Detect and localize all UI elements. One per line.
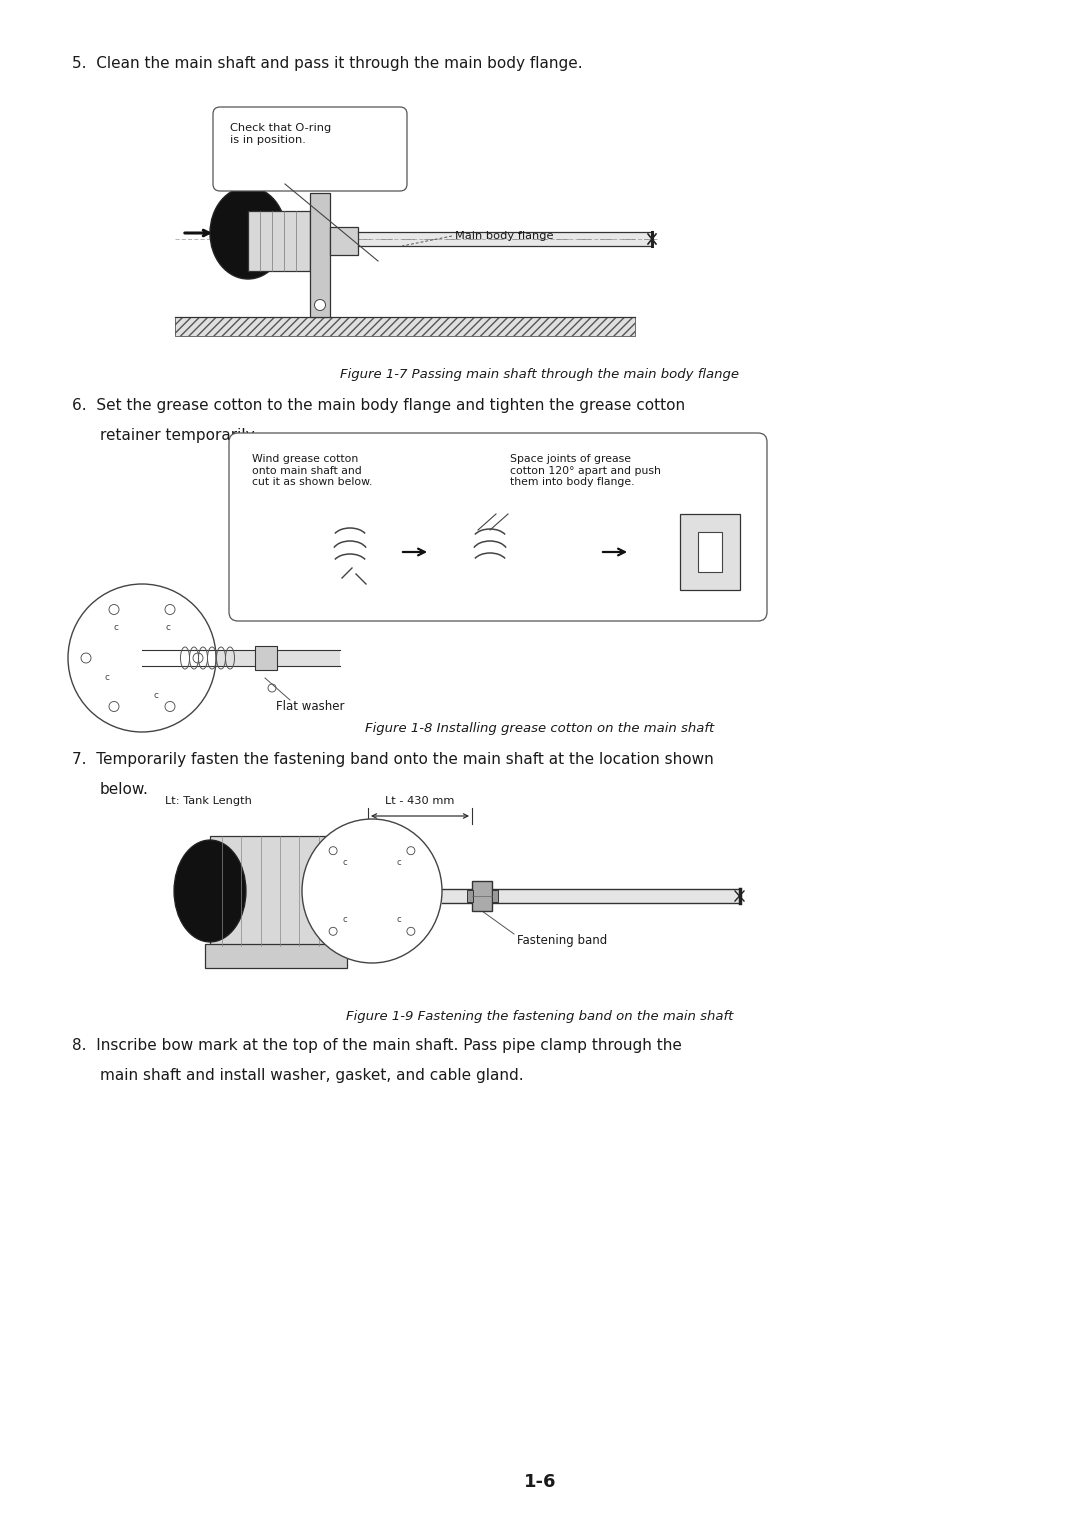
Bar [680, 514, 698, 591]
Text: c: c [396, 914, 401, 923]
Circle shape [407, 928, 415, 935]
Bar [723, 514, 740, 591]
Bar [472, 881, 492, 911]
Bar [340, 845, 348, 935]
Bar [141, 650, 340, 665]
Text: Space joints of grease
cotton 120° apart and push
them into body flange.: Space joints of grease cotton 120° apart… [510, 455, 661, 487]
Circle shape [193, 653, 203, 662]
Bar [310, 192, 330, 230]
Text: c: c [342, 914, 348, 923]
Bar [680, 514, 740, 591]
Circle shape [329, 928, 337, 935]
Text: below.: below. [100, 781, 149, 797]
Text: Check that O-ring
is in position.: Check that O-ring is in position. [230, 124, 332, 145]
Bar [680, 514, 698, 591]
Circle shape [165, 604, 175, 615]
Text: Wind grease cotton
onto main shaft and
cut it as shown below.: Wind grease cotton onto main shaft and c… [252, 455, 373, 487]
Text: 5.  Clean the main shaft and pass it through the main body flange.: 5. Clean the main shaft and pass it thro… [72, 56, 582, 72]
Text: c: c [396, 858, 401, 867]
Bar [205, 945, 347, 967]
Bar [467, 890, 473, 902]
Text: c: c [342, 858, 348, 867]
Text: Figure 1-9 Fastening the fastening band on the main shaft: Figure 1-9 Fastening the fastening band … [347, 1010, 733, 1022]
Bar [310, 192, 330, 230]
Text: 8.  Inscribe bow mark at the top of the main shaft. Pass pipe clamp through the: 8. Inscribe bow mark at the top of the m… [72, 1038, 681, 1053]
Text: Figure 1-8 Installing grease cotton on the main shaft: Figure 1-8 Installing grease cotton on t… [365, 722, 715, 736]
Circle shape [268, 684, 276, 691]
Text: c: c [113, 623, 119, 632]
Text: Fastening band: Fastening band [517, 934, 607, 948]
Text: 7.  Temporarily fasten the fastening band onto the main shaft at the location sh: 7. Temporarily fasten the fastening band… [72, 752, 714, 768]
Text: main shaft and install washer, gasket, and cable gland.: main shaft and install washer, gasket, a… [100, 1068, 524, 1083]
FancyBboxPatch shape [229, 433, 767, 621]
Bar [492, 890, 498, 902]
Bar [442, 890, 740, 903]
Bar [310, 192, 330, 317]
Bar [357, 232, 652, 246]
Bar [330, 227, 357, 255]
Bar [210, 836, 348, 946]
Text: Lt: Tank Length: Lt: Tank Length [165, 797, 252, 806]
Text: 6.  Set the grease cotton to the main body flange and tighten the grease cotton: 6. Set the grease cotton to the main bod… [72, 398, 685, 414]
Text: c: c [165, 623, 171, 632]
Circle shape [109, 604, 119, 615]
Text: Main body flange: Main body flange [455, 230, 554, 241]
Bar [248, 211, 310, 272]
Text: Figure 1-7 Passing main shaft through the main body flange: Figure 1-7 Passing main shaft through th… [340, 368, 740, 382]
Bar [698, 533, 723, 572]
Bar [255, 645, 276, 670]
Circle shape [165, 702, 175, 711]
Circle shape [314, 299, 325, 310]
Circle shape [81, 653, 91, 662]
FancyBboxPatch shape [213, 107, 407, 191]
Text: Lt - 430 mm: Lt - 430 mm [386, 797, 455, 806]
Text: c: c [105, 673, 110, 682]
Text: 1-6: 1-6 [524, 1473, 556, 1491]
Bar [175, 317, 635, 336]
Circle shape [407, 847, 415, 855]
Ellipse shape [210, 188, 286, 279]
Text: c: c [153, 691, 158, 700]
Bar [175, 317, 635, 336]
Bar [723, 514, 740, 591]
Circle shape [68, 584, 216, 732]
Ellipse shape [302, 819, 442, 963]
Text: Flat washer: Flat washer [275, 700, 345, 713]
Circle shape [329, 847, 337, 855]
Ellipse shape [174, 839, 246, 942]
Circle shape [109, 702, 119, 711]
Text: retainer temporarily.: retainer temporarily. [100, 427, 257, 443]
